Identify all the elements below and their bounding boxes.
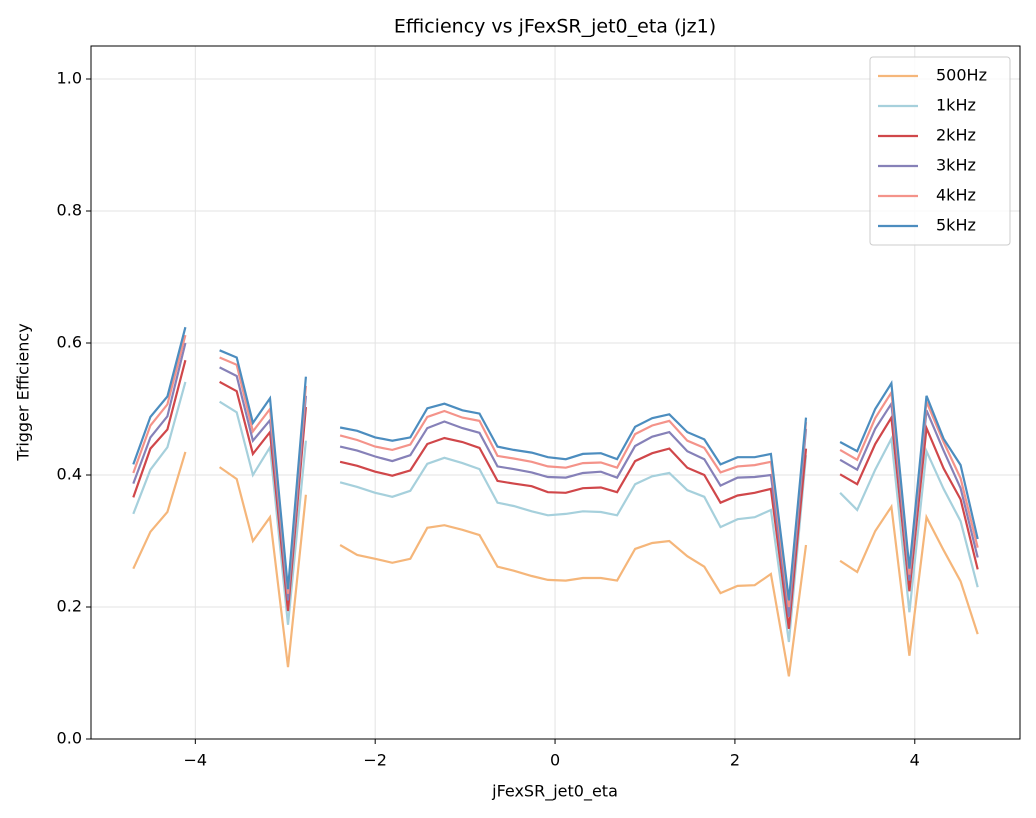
chart-title: Efficiency vs jFexSR_jet0_eta (jz1) bbox=[394, 16, 716, 38]
y-tick-label: 0.4 bbox=[57, 465, 82, 484]
series-line bbox=[132, 359, 979, 629]
legend-label: 4kHz bbox=[936, 186, 976, 205]
x-tick-label: −4 bbox=[184, 751, 208, 770]
legend-box bbox=[869, 56, 1011, 246]
x-tick-label: 2 bbox=[730, 751, 740, 770]
y-tick-label: 0.0 bbox=[57, 729, 82, 748]
series-line bbox=[132, 381, 979, 643]
y-tick-label: 0.8 bbox=[57, 201, 82, 220]
legend-label: 1kHz bbox=[936, 96, 976, 115]
legend-label: 2kHz bbox=[936, 126, 976, 145]
legend-label: 3kHz bbox=[936, 156, 976, 175]
x-tick-label: 0 bbox=[550, 751, 560, 770]
legend-label: 5kHz bbox=[936, 216, 976, 235]
legend-label: 500Hz bbox=[936, 66, 987, 85]
y-axis-label: Trigger Efficiency bbox=[14, 323, 33, 461]
series-line bbox=[132, 326, 979, 601]
series-line bbox=[132, 342, 979, 618]
x-tick-label: −2 bbox=[363, 751, 387, 770]
series-line bbox=[132, 334, 979, 608]
plot-frame bbox=[90, 45, 1021, 740]
y-tick-label: 1.0 bbox=[57, 69, 82, 88]
series-line bbox=[132, 451, 979, 677]
y-tick-label: 0.2 bbox=[57, 597, 82, 616]
y-tick-label: 0.6 bbox=[57, 333, 82, 352]
x-axis-label: jFexSR_jet0_eta bbox=[491, 782, 618, 802]
x-tick-label: 4 bbox=[910, 751, 920, 770]
